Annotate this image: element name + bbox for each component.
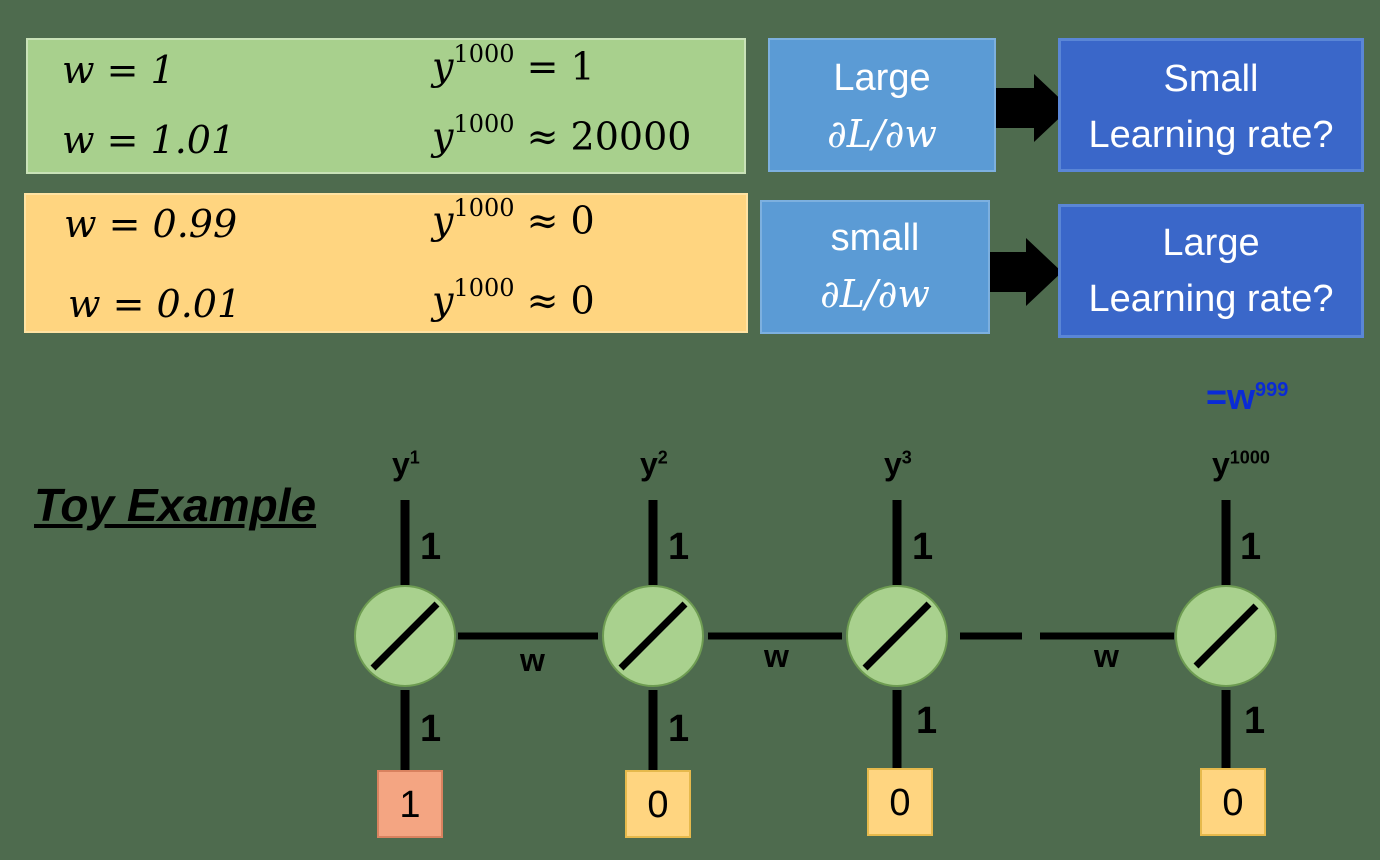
- equation-w-0-01: w = 0.01: [68, 282, 242, 326]
- w999-annotation: =w999: [1206, 376, 1289, 417]
- input-box-1000: 0: [1200, 768, 1266, 836]
- gradient-symbol: ∂L/∂w: [827, 112, 937, 156]
- lr-label: Learning rate?: [1088, 114, 1334, 156]
- equation-w-1-01: w = 1.01: [62, 118, 236, 162]
- large-gradient-label: Large: [833, 57, 931, 99]
- small-gradient-label: small: [830, 217, 920, 259]
- equation-w-1: w = 1: [62, 48, 175, 92]
- output-label-y1000: y1000: [1212, 446, 1270, 482]
- lr-size-label: Large: [1162, 222, 1260, 264]
- output-label-y2: y2: [640, 446, 668, 482]
- node-1000: [1175, 585, 1277, 687]
- weight-label-up: 1: [668, 526, 690, 568]
- input-box-3: 0: [867, 768, 933, 836]
- equation-y-0-a: y1000 ≈ 0: [432, 194, 595, 243]
- gradient-symbol: ∂L/∂w: [820, 272, 930, 316]
- large-learning-rate-box: Large Learning rate?: [1058, 204, 1364, 338]
- toy-example-title: Toy Example: [34, 479, 317, 531]
- recurrent-weight-label: w: [1094, 638, 1119, 674]
- vertical-connections: [400, 500, 1231, 770]
- equation-y-20000: y1000 ≈ 20000: [432, 110, 692, 159]
- equation-y-1: y1000 = 1: [432, 40, 595, 89]
- input-box-1: 1: [377, 770, 443, 838]
- small-gradient-box: small ∂L/∂w: [760, 200, 990, 334]
- weight-label-up: 1: [912, 526, 934, 568]
- lr-label: Learning rate?: [1088, 278, 1334, 320]
- recurrent-weight-label: w: [520, 642, 545, 678]
- equation-y-0-b: y1000 ≈ 0: [432, 274, 595, 323]
- black-arrows: [988, 74, 1070, 306]
- weight-label-down: 1: [1244, 700, 1266, 742]
- weight-label-down: 1: [916, 700, 938, 742]
- output-label-y3: y3: [884, 446, 912, 482]
- large-gradient-box: Large ∂L/∂w: [768, 38, 996, 172]
- panel-w-ge-1: [26, 38, 746, 174]
- weight-label-down: 1: [420, 708, 442, 750]
- equation-w-0-99: w = 0.99: [64, 202, 238, 246]
- weight-label-up: 1: [420, 526, 442, 568]
- arrow-right-icon: [988, 238, 1062, 306]
- small-learning-rate-box: Small Learning rate?: [1058, 38, 1364, 172]
- node-3: [846, 585, 948, 687]
- input-box-2: 0: [625, 770, 691, 838]
- node-2: [602, 585, 704, 687]
- weight-label-down: 1: [668, 708, 690, 750]
- recurrent-weight-label: w: [764, 638, 789, 674]
- panel-w-lt-1: [24, 193, 748, 333]
- arrow-right-icon: [994, 74, 1070, 142]
- lr-size-label: Small: [1163, 58, 1259, 100]
- nodes: [354, 585, 1277, 687]
- output-label-y1: y1: [392, 446, 420, 482]
- weight-label-up: 1: [1240, 526, 1262, 568]
- node-1: [354, 585, 456, 687]
